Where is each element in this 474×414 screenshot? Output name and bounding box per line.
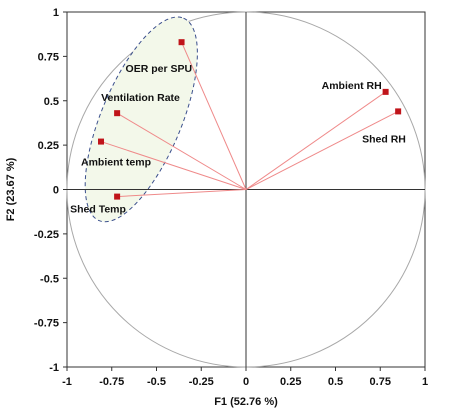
vector-line (117, 189, 247, 198)
y-tick-label: 0.5 (44, 96, 59, 108)
vector-line (116, 112, 247, 190)
variable-label: OER per SPU (126, 63, 193, 75)
y-tick-label: 1 (53, 7, 59, 19)
vector-line (100, 141, 247, 190)
y-tick-label: -0.5 (40, 273, 59, 285)
data-point (114, 193, 121, 200)
x-tick-label: 0 (243, 376, 249, 388)
y-tick-label: 0.75 (38, 51, 59, 63)
x-tick-label: 0.25 (280, 376, 301, 388)
data-point (382, 88, 389, 95)
y-tick-label: 0.25 (38, 140, 59, 152)
variable-label: Ventilation Rate (101, 92, 180, 104)
y-tick-label: -1 (49, 362, 59, 374)
variable-label: Shed RH (362, 133, 406, 145)
variable-label: Shed Temp (70, 204, 126, 216)
data-point (114, 110, 121, 117)
x-axis-title: F1 (52.76 %) (214, 396, 278, 408)
variable-label: Ambient temp (81, 157, 151, 169)
vector-line (181, 41, 247, 190)
cluster-ellipse (84, 16, 198, 223)
variable-label: Ambient RH (322, 80, 382, 92)
y-axis-title: F2 (23.67 %) (5, 157, 17, 221)
x-tick-label: 0.5 (328, 376, 343, 388)
data-point (178, 39, 185, 46)
y-tick-label: -0.75 (34, 318, 59, 330)
vector-line (245, 110, 399, 190)
x-tick-label: 0.75 (370, 376, 391, 388)
vector-line (245, 91, 386, 190)
data-point (98, 138, 105, 145)
x-tick-label: -0.5 (147, 376, 166, 388)
x-tick-label: -0.75 (99, 376, 124, 388)
x-tick-label: 1 (422, 376, 428, 388)
y-tick-label: 0 (53, 185, 59, 197)
x-tick-label: -1 (62, 376, 72, 388)
x-tick-label: -0.25 (189, 376, 214, 388)
y-tick-label: -0.25 (34, 229, 59, 241)
data-point (395, 108, 402, 115)
